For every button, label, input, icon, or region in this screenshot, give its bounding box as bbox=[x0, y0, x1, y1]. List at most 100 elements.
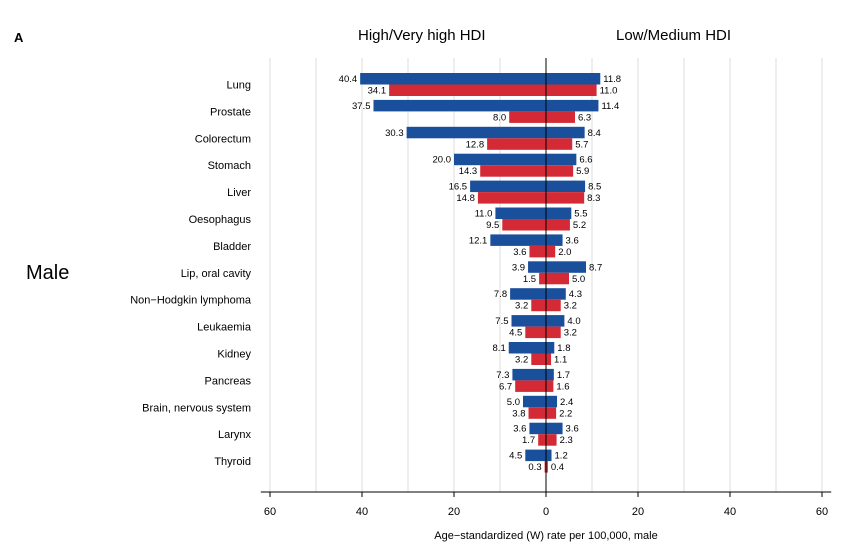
x-tick-label: 20 bbox=[448, 506, 460, 518]
bar-right-incidence bbox=[546, 180, 586, 193]
bar-left-mortality bbox=[531, 299, 546, 312]
bar-left-incidence bbox=[510, 288, 546, 300]
bar-left-incidence bbox=[454, 153, 546, 166]
value-label-right-mortality: 2.0 bbox=[558, 247, 571, 258]
bar-left-mortality bbox=[529, 245, 546, 258]
panel-label: A bbox=[14, 30, 24, 45]
bar-right-incidence bbox=[546, 234, 563, 246]
value-label-left-incidence: 11.0 bbox=[475, 209, 493, 220]
value-label-right-mortality: 11.0 bbox=[600, 86, 618, 97]
value-label-right-mortality: 0.4 bbox=[551, 462, 564, 473]
bar-right-incidence bbox=[546, 153, 577, 166]
bar-left-mortality bbox=[544, 461, 546, 473]
bar-right-incidence bbox=[546, 126, 585, 139]
value-label-right-incidence: 11.8 bbox=[603, 74, 621, 85]
value-label-left-mortality: 0.3 bbox=[528, 462, 541, 473]
bar-left-incidence bbox=[406, 126, 546, 139]
value-label-right-mortality: 6.3 bbox=[578, 112, 591, 123]
value-label-left-mortality: 1.5 bbox=[523, 274, 536, 285]
value-label-left-mortality: 14.3 bbox=[459, 166, 478, 177]
value-label-right-mortality: 2.2 bbox=[559, 408, 572, 419]
bar-right-incidence bbox=[546, 342, 555, 354]
value-label-right-incidence: 3.6 bbox=[566, 424, 579, 435]
bar-left-incidence bbox=[360, 73, 546, 85]
value-label-right-incidence: 8.5 bbox=[588, 182, 601, 193]
value-label-right-mortality: 5.7 bbox=[575, 139, 588, 150]
x-tick-label: 0 bbox=[543, 506, 549, 518]
bar-left-incidence bbox=[512, 368, 546, 381]
value-label-right-incidence: 1.2 bbox=[555, 451, 568, 462]
bar-left-incidence bbox=[529, 422, 546, 435]
value-label-right-mortality: 8.3 bbox=[587, 193, 600, 204]
value-label-right-incidence: 11.4 bbox=[601, 101, 619, 112]
value-label-left-mortality: 1.7 bbox=[522, 435, 535, 446]
bar-right-mortality bbox=[546, 219, 570, 231]
bar-left-mortality bbox=[480, 165, 546, 177]
bar-right-mortality bbox=[546, 245, 556, 258]
category-label: Larynx bbox=[218, 429, 252, 441]
bar-left-incidence bbox=[508, 342, 546, 354]
value-label-right-mortality: 1.1 bbox=[554, 355, 567, 366]
value-label-right-mortality: 5.0 bbox=[572, 274, 585, 285]
category-label: Pancreas bbox=[205, 375, 252, 387]
bar-right-incidence bbox=[546, 395, 558, 408]
value-label-left-mortality: 14.8 bbox=[456, 193, 475, 204]
category-label: Kidney bbox=[217, 349, 251, 361]
header-left: High/Very high HDI bbox=[358, 27, 486, 44]
bar-right-mortality bbox=[546, 299, 561, 312]
value-label-right-incidence: 3.6 bbox=[566, 235, 579, 246]
value-label-left-incidence: 30.3 bbox=[385, 128, 404, 139]
value-label-left-incidence: 12.1 bbox=[469, 235, 488, 246]
bar-left-mortality bbox=[528, 407, 546, 419]
bar-right-mortality bbox=[546, 192, 585, 204]
bar-left-incidence bbox=[470, 180, 546, 193]
value-label-left-mortality: 3.6 bbox=[513, 247, 526, 258]
category-label: Leukaemia bbox=[197, 322, 252, 334]
bar-left-incidence bbox=[495, 207, 546, 219]
bar-right-mortality bbox=[546, 272, 569, 285]
x-tick-label: 40 bbox=[724, 506, 736, 518]
value-label-left-incidence: 40.4 bbox=[339, 74, 358, 85]
bar-right-mortality bbox=[546, 111, 575, 123]
value-label-right-mortality: 1.6 bbox=[556, 381, 569, 392]
bar-left-incidence bbox=[511, 315, 546, 327]
value-label-right-incidence: 8.4 bbox=[588, 128, 601, 139]
bar-left-incidence bbox=[523, 395, 546, 408]
bar-left-mortality bbox=[539, 272, 546, 285]
value-label-left-incidence: 3.9 bbox=[512, 262, 525, 273]
x-tick-label: 20 bbox=[632, 506, 644, 518]
value-label-left-mortality: 34.1 bbox=[368, 86, 387, 97]
bar-right-incidence bbox=[546, 73, 601, 85]
value-label-left-incidence: 3.6 bbox=[513, 424, 526, 435]
value-label-right-mortality: 2.3 bbox=[560, 435, 573, 446]
bar-left-incidence bbox=[490, 234, 546, 246]
bar-left-mortality bbox=[525, 326, 546, 339]
value-label-left-incidence: 4.5 bbox=[509, 451, 522, 462]
category-label: Non−Hodgkin lymphoma bbox=[130, 295, 252, 307]
category-label: Lip, oral cavity bbox=[181, 268, 252, 280]
bar-right-incidence bbox=[546, 288, 566, 300]
value-label-left-incidence: 7.5 bbox=[495, 316, 508, 327]
x-tick-label: 40 bbox=[356, 506, 368, 518]
category-label: Stomach bbox=[208, 160, 251, 172]
value-label-right-incidence: 8.7 bbox=[589, 262, 602, 273]
value-label-left-mortality: 12.8 bbox=[466, 139, 485, 150]
category-label: Colorectum bbox=[195, 133, 251, 145]
bar-right-mortality bbox=[546, 380, 554, 392]
bar-right-mortality bbox=[546, 407, 557, 419]
bar-left-incidence bbox=[373, 99, 546, 112]
value-label-left-incidence: 20.0 bbox=[433, 155, 452, 166]
value-label-right-incidence: 4.3 bbox=[569, 289, 582, 300]
value-label-right-incidence: 1.8 bbox=[557, 343, 570, 354]
x-axis-label: Age−standardized (W) rate per 100,000, m… bbox=[434, 530, 658, 542]
bar-right-mortality bbox=[546, 165, 574, 177]
category-label: Brain, nervous system bbox=[142, 402, 251, 414]
value-label-left-mortality: 3.8 bbox=[512, 408, 525, 419]
value-label-left-incidence: 8.1 bbox=[493, 343, 506, 354]
bar-right-incidence bbox=[546, 422, 563, 435]
sex-label: Male bbox=[26, 262, 70, 284]
category-label: Lung bbox=[227, 80, 251, 92]
category-label: Thyroid bbox=[214, 456, 251, 468]
category-label: Liver bbox=[227, 187, 251, 199]
x-tick-label: 60 bbox=[264, 506, 276, 518]
